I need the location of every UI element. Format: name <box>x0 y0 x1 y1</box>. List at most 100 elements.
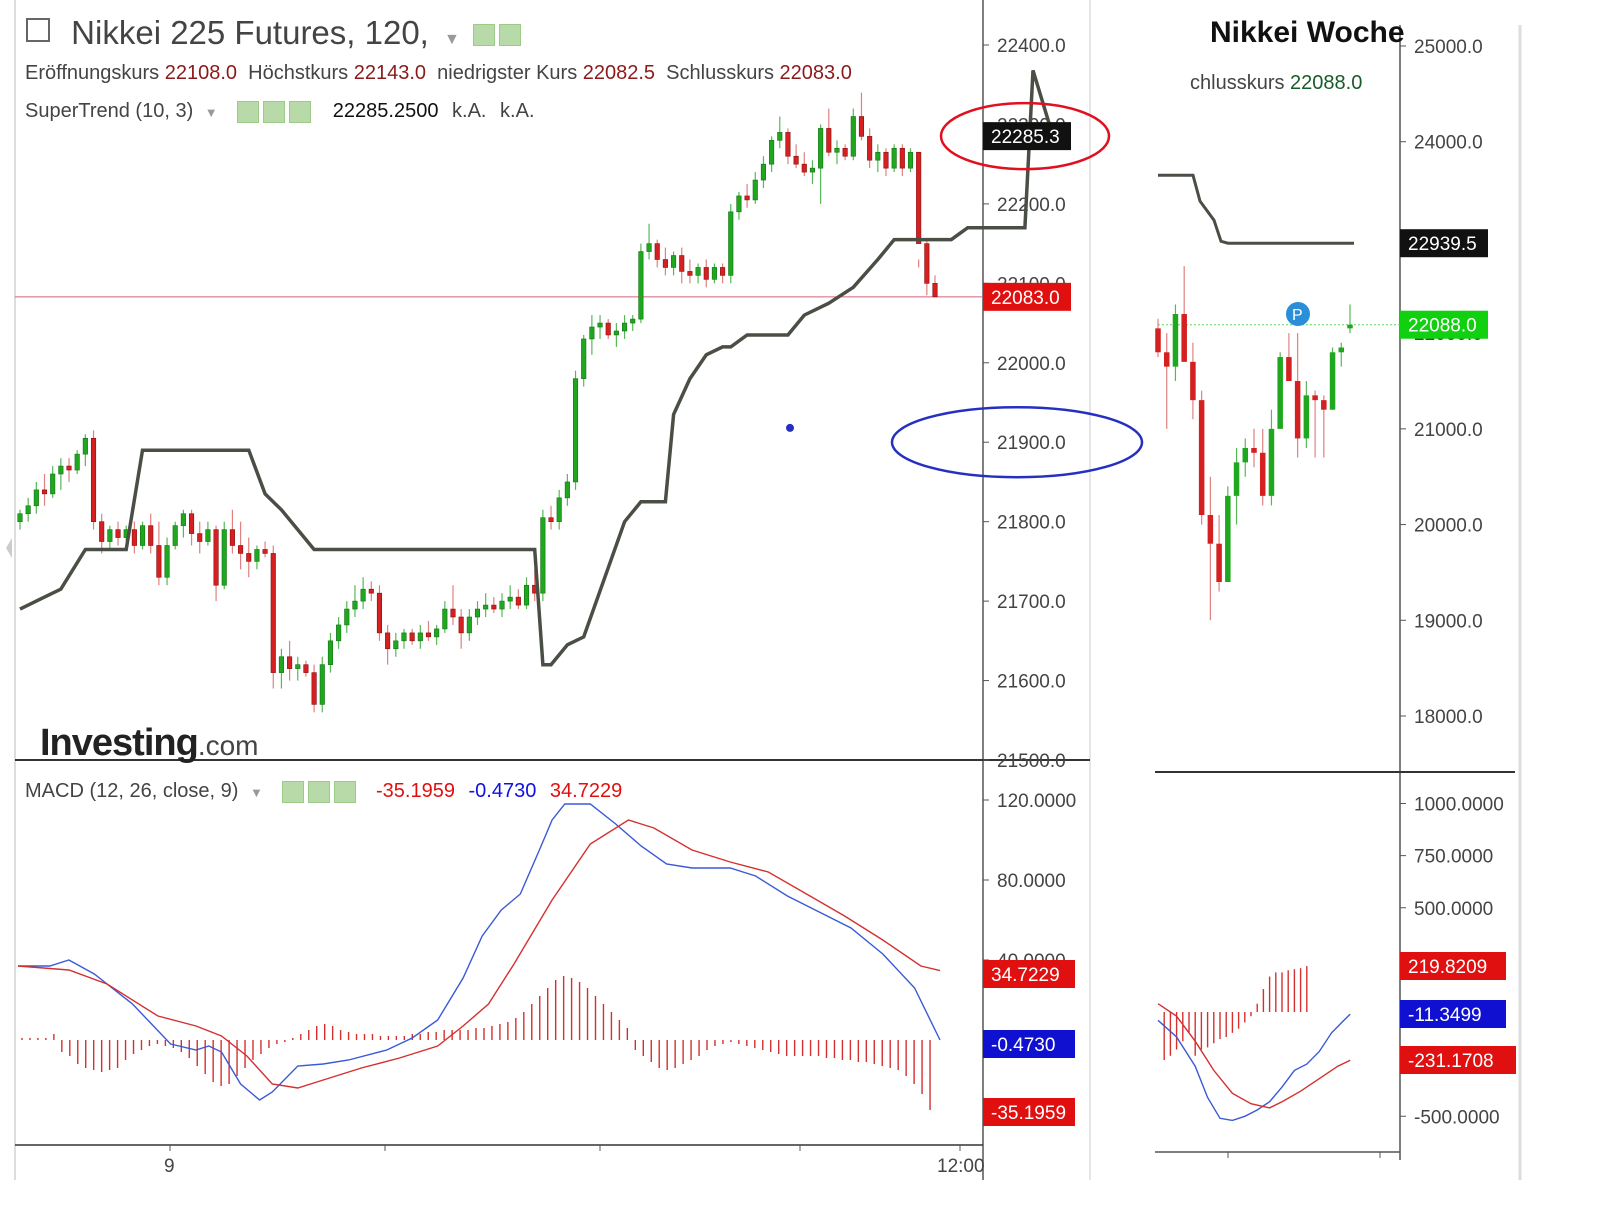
ohlc-value: 22083.0 <box>779 62 852 84</box>
candle-body <box>720 267 726 276</box>
candle-body <box>393 640 399 650</box>
y-tick-label: 21600.0 <box>997 672 1066 693</box>
candle-body <box>311 672 317 705</box>
brand-name: Investing <box>40 722 199 764</box>
woche-macd-hist-badge-bg <box>1400 1046 1516 1074</box>
candle-body <box>858 116 865 137</box>
gear-icon[interactable] <box>499 24 522 47</box>
macd-signal-value: 34.7229 <box>549 780 623 802</box>
macd-line <box>18 803 941 1101</box>
y-tick-label: 22200.0 <box>997 195 1066 216</box>
candle-body <box>425 632 432 638</box>
candle-body <box>17 513 23 522</box>
y-tick-label: 22000.0 <box>997 354 1066 375</box>
y-tick-label: 25000.0 <box>1414 37 1483 58</box>
candle-body <box>434 628 440 638</box>
candle-body <box>238 545 244 554</box>
y-tick-label: 21500.0 <box>997 751 1066 772</box>
candle-body <box>368 588 374 594</box>
candle-body <box>515 596 521 606</box>
candle-body <box>1225 495 1231 582</box>
ohlc-label: niedrigster Kurs <box>426 62 583 84</box>
candle-body <box>523 584 530 606</box>
woche-close-label: chlusskurs <box>1190 72 1285 94</box>
red-ellipse-annotation <box>939 101 1111 171</box>
y-tick-label: 19000.0 <box>1414 611 1483 632</box>
candle-body <box>907 151 914 169</box>
eye-icon[interactable] <box>237 100 260 123</box>
scroll-left-icon[interactable] <box>6 538 12 558</box>
chevron-down-icon[interactable]: ▼ <box>249 785 263 800</box>
p-marker-icon <box>1286 302 1310 326</box>
candle-body <box>744 195 750 201</box>
candle-body <box>850 116 856 157</box>
chevron-down-icon[interactable]: ▼ <box>444 31 460 48</box>
y-tick-label: 21000.0 <box>1414 420 1483 441</box>
candle-body <box>581 338 587 379</box>
y-tick-label: 120.0000 <box>997 791 1076 812</box>
close-icon[interactable] <box>289 100 312 123</box>
gear-icon[interactable] <box>308 780 331 803</box>
candle-body <box>883 151 889 169</box>
candle-body <box>1268 428 1275 496</box>
candle-body <box>189 513 195 534</box>
candle-body <box>769 140 775 165</box>
eye-icon[interactable] <box>473 24 496 47</box>
candle-body <box>801 163 807 173</box>
candle-body <box>466 616 472 634</box>
candle-body <box>483 604 489 610</box>
ohlc-value: 22108.0 <box>164 62 238 84</box>
candle-body <box>336 624 342 642</box>
candle-body <box>867 136 873 161</box>
close-icon[interactable] <box>334 780 357 803</box>
candle-body <box>932 283 938 298</box>
macd-label: MACD (12, 26, close, 9) <box>25 780 239 802</box>
candle-body <box>597 322 603 328</box>
candle-body <box>450 608 456 618</box>
chevron-down-icon[interactable]: ▼ <box>204 105 218 120</box>
candle-body <box>491 604 497 610</box>
candle-body <box>1198 400 1205 515</box>
candle-body <box>360 588 366 602</box>
candle-body <box>1321 400 1327 410</box>
candle-body <box>760 163 766 181</box>
woche-supertrend-badge-bg <box>1400 229 1488 258</box>
y-tick-label: 500.0000 <box>1414 899 1493 920</box>
candle-body <box>662 259 668 268</box>
candle-body <box>148 525 154 546</box>
supertrend-line <box>19 69 1067 667</box>
candle-body <box>180 513 186 526</box>
candle-body <box>703 267 709 280</box>
candle-body <box>842 147 848 157</box>
candle-body <box>507 596 513 602</box>
candle-body <box>442 608 448 630</box>
macd-signal-badge: 34.7229 <box>991 965 1060 986</box>
candle-body <box>1329 352 1336 410</box>
macd-signal-badge-bg <box>983 960 1075 988</box>
gear-icon[interactable] <box>263 100 286 123</box>
blue-ellipse-annotation <box>890 405 1144 479</box>
brand-suffix: .com <box>197 730 259 761</box>
supertrend-value-1: 22285.2500 <box>332 100 439 122</box>
candle-body <box>139 525 146 546</box>
candle-body <box>499 600 505 610</box>
candle-body <box>344 608 350 626</box>
ohlc-label: Schlusskurs <box>655 62 780 84</box>
candle-body <box>221 529 227 586</box>
candle-body <box>164 545 170 578</box>
candle-body <box>1259 452 1266 496</box>
woche-macd-hist-badge: -231.1708 <box>1408 1051 1494 1072</box>
candle-body <box>352 600 358 610</box>
candle-body <box>319 664 325 705</box>
last-price-badge: 22083.0 <box>991 288 1060 309</box>
y-tick-label: 21900.0 <box>997 433 1066 454</box>
candle-body <box>1347 324 1353 329</box>
collapse-icon[interactable] <box>26 18 50 42</box>
candle-body <box>638 251 644 320</box>
eye-icon[interactable] <box>282 780 305 803</box>
blue-dot-annotation <box>786 423 794 432</box>
y-tick-label: 24000.0 <box>1414 133 1483 154</box>
ohlc-legend: Eröffnungskurs 22108.0 Höchstkurs 22143.… <box>25 62 852 85</box>
candle-body <box>630 318 636 324</box>
